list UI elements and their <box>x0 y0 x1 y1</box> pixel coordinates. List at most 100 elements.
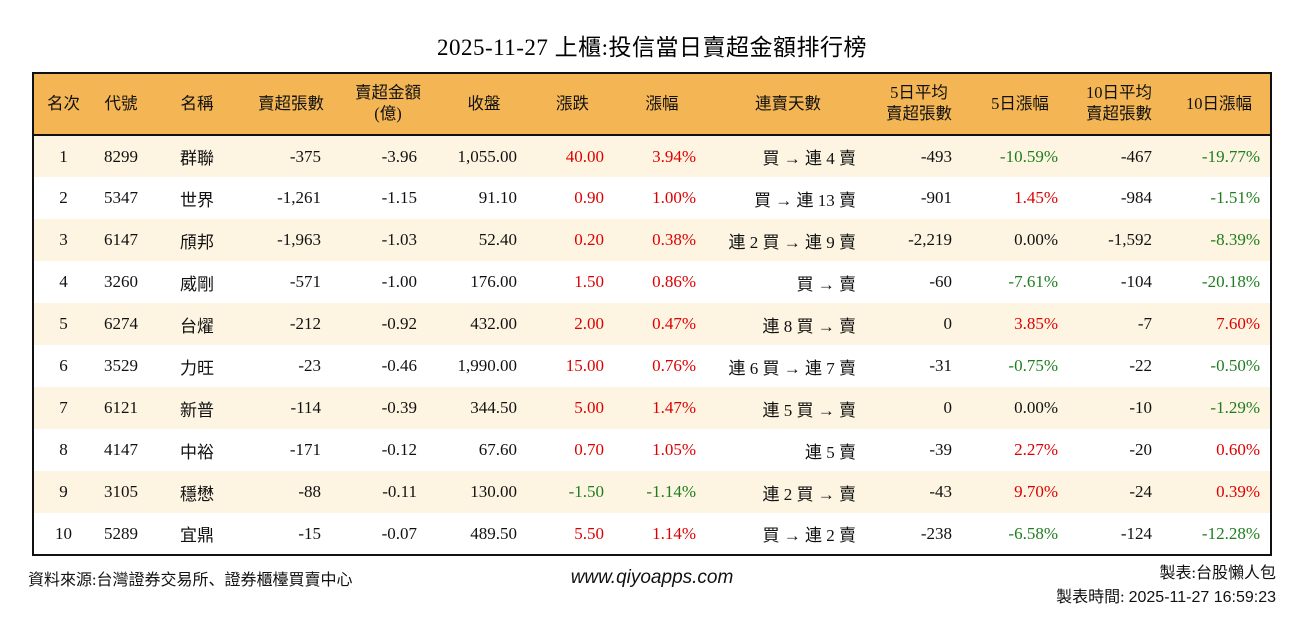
column-header-avg10-sell-volume: 10日平均 賣超張數 <box>1070 73 1168 136</box>
table-row: 7 6121 新普 -114 -0.39 344.50 5.00 1.47% 連 5 買 → 賣… <box>33 387 1271 429</box>
cell-change: 1.50 <box>574 272 604 291</box>
made-time-note: 製表時間: 2025-11-27 16:59:23 <box>733 586 1276 610</box>
column-header-sell-streak: 連賣天數 <box>708 73 868 136</box>
cell-sell-amount: -0.46 <box>381 356 417 375</box>
credits: 製表:台股懶人包 製表時間: 2025-11-27 16:59:23 <box>733 562 1276 610</box>
cell-change: 2.00 <box>574 314 604 333</box>
table-row: 1 8299 群聯 -375 -3.96 1,055.00 40.00 3.94% 買 → 連 … <box>33 135 1271 177</box>
cell-name: 威剛 <box>180 274 214 294</box>
column-header-name: 名稱 <box>149 73 245 136</box>
made-time-label: 製表時間: <box>1056 589 1125 606</box>
cell-avg5-sell-volume: -43 <box>929 482 952 501</box>
page-title: 2025-11-27 上櫃:投信當日賣超金額排行榜 <box>436 35 868 60</box>
cell-name: 力旺 <box>180 358 214 378</box>
cell-sell-streak: 買 → 連 4 賣 <box>762 149 857 168</box>
cell-change-pct-10d: -0.50% <box>1210 356 1260 375</box>
cell-avg10-sell-volume: -104 <box>1120 272 1152 291</box>
cell-rank: 7 <box>59 398 68 417</box>
cell-sell-volume: -212 <box>289 314 321 333</box>
cell-rank: 9 <box>59 482 68 501</box>
table-row: 5 6274 台燿 -212 -0.92 432.00 2.00 0.47% 連 8 買 → 賣… <box>33 303 1271 345</box>
cell-rank: 10 <box>55 523 72 543</box>
cell-change-pct-5d: 1.45% <box>1014 188 1058 207</box>
column-header-sell-volume: 賣超張數 <box>245 73 337 136</box>
cell-sell-volume: -1,963 <box>277 230 321 249</box>
cell-sell-volume: -1,261 <box>277 188 321 207</box>
cell-name: 新普 <box>180 400 214 420</box>
cell-change: 40.00 <box>565 146 604 166</box>
footer: 資料來源:台灣證券交易所、證券櫃檯買賣中心 www.qiyoapps.com 製… <box>28 562 1276 610</box>
cell-change-pct-10d: -12.28% <box>1201 523 1260 543</box>
cell-sell-volume: -114 <box>290 398 321 417</box>
cell-change: 5.00 <box>574 398 604 417</box>
cell-sell-streak: 連 6 買 → 連 7 賣 <box>728 358 857 378</box>
cell-rank: 3 <box>59 230 68 249</box>
cell-code: 6121 <box>104 398 138 417</box>
ranking-table: 名次 代號 名稱 賣超張數 賣超金額 (億) 收盤 漲跌 漲幅 連賣天數 5日平均 賣超張數 5日漲… <box>32 72 1272 556</box>
cell-avg5-sell-volume: 0 <box>943 314 953 333</box>
column-header-code: 代號 <box>93 73 149 136</box>
table-header-row: 名次 代號 名稱 賣超張數 賣超金額 (億) 收盤 漲跌 漲幅 連賣天數 5日平均 賣超張數 5日漲… <box>33 73 1271 136</box>
cell-close: 489.50 <box>470 523 517 543</box>
maker-note: 製表:台股懶人包 <box>1159 565 1276 582</box>
cell-avg10-sell-volume: -20 <box>1129 440 1152 459</box>
cell-code: 5289 <box>104 523 138 543</box>
cell-change: -1.50 <box>568 482 604 501</box>
cell-close: 1,990.00 <box>457 356 518 375</box>
cell-change-pct: 1.00% <box>652 188 696 207</box>
column-header-change: 漲跌 <box>529 73 616 136</box>
table-row: 8 4147 中裕 -171 -0.12 67.60 0.70 1.05% 連 5 賣 -39 2.… <box>33 429 1271 471</box>
cell-sell-amount: -0.12 <box>381 440 417 459</box>
cell-sell-amount: -0.07 <box>381 523 417 543</box>
cell-change-pct: 1.05% <box>652 440 696 459</box>
cell-change: 0.70 <box>574 440 604 459</box>
cell-code: 6147 <box>104 230 138 249</box>
cell-rank: 1 <box>59 146 68 166</box>
cell-close: 52.40 <box>478 230 517 249</box>
cell-avg5-sell-volume: -39 <box>929 440 952 459</box>
cell-avg10-sell-volume: -22 <box>1129 356 1152 375</box>
column-header-avg5-sell-volume: 5日平均 賣超張數 <box>868 73 970 136</box>
cell-rank: 5 <box>59 314 68 333</box>
website-link: www.qiyoapps.com <box>570 567 734 588</box>
cell-sell-streak: 買 → 連 13 賣 <box>754 190 856 210</box>
cell-sell-volume: -171 <box>289 440 321 459</box>
table-row: 10 5289 宜鼎 -15 -0.07 489.50 5.50 1.14% 買 → 連 2 賣… <box>33 513 1271 555</box>
cell-rank: 4 <box>59 272 68 291</box>
cell-sell-amount: -3.96 <box>381 146 417 166</box>
cell-change-pct: 1.47% <box>652 398 696 417</box>
cell-sell-streak: 連 8 買 → 賣 <box>762 316 857 336</box>
cell-avg5-sell-volume: -901 <box>920 188 952 207</box>
cell-sell-amount: -1.15 <box>381 188 417 207</box>
cell-change-pct-10d: -1.29% <box>1210 398 1260 417</box>
column-header-change-pct: 漲幅 <box>616 73 708 136</box>
cell-change-pct-5d: -10.59% <box>999 146 1058 166</box>
cell-sell-amount: -0.92 <box>381 314 417 333</box>
cell-name: 群聯 <box>180 149 214 168</box>
cell-change-pct: 3.94% <box>652 146 696 166</box>
cell-sell-streak: 連 5 賣 <box>805 442 856 462</box>
table-row: 9 3105 穩懋 -88 -0.11 130.00 -1.50 -1.14% 連 2 買 → … <box>33 471 1271 513</box>
cell-close: 176.00 <box>470 272 517 291</box>
cell-change-pct-10d: -1.51% <box>1210 188 1260 207</box>
cell-close: 91.10 <box>478 188 517 207</box>
cell-code: 3529 <box>104 356 138 375</box>
table-row: 3 6147 頎邦 -1,963 -1.03 52.40 0.20 0.38% 連 2 買 → … <box>33 219 1271 261</box>
cell-sell-amount: -1.00 <box>381 272 417 291</box>
cell-name: 穩懋 <box>180 484 214 504</box>
cell-avg5-sell-volume: 0 <box>943 398 953 417</box>
cell-change-pct: 1.14% <box>652 523 696 543</box>
cell-change-pct-5d: 0.00% <box>1014 230 1058 249</box>
cell-sell-amount: -0.11 <box>382 482 417 501</box>
cell-sell-volume: -571 <box>289 272 321 291</box>
cell-change-pct: 0.47% <box>652 314 696 333</box>
cell-change-pct-5d: 2.27% <box>1014 440 1058 459</box>
column-header-change-pct-10d: 10日漲幅 <box>1168 73 1271 136</box>
column-header-rank: 名次 <box>33 73 93 136</box>
cell-avg10-sell-volume: -124 <box>1120 523 1152 543</box>
cell-name: 世界 <box>180 190 214 210</box>
cell-sell-volume: -23 <box>298 356 321 375</box>
data-source-note: 資料來源:台灣證券交易所、證券櫃檯買賣中心 <box>28 572 353 589</box>
cell-name: 中裕 <box>180 442 214 462</box>
cell-change-pct: 0.38% <box>652 230 696 249</box>
